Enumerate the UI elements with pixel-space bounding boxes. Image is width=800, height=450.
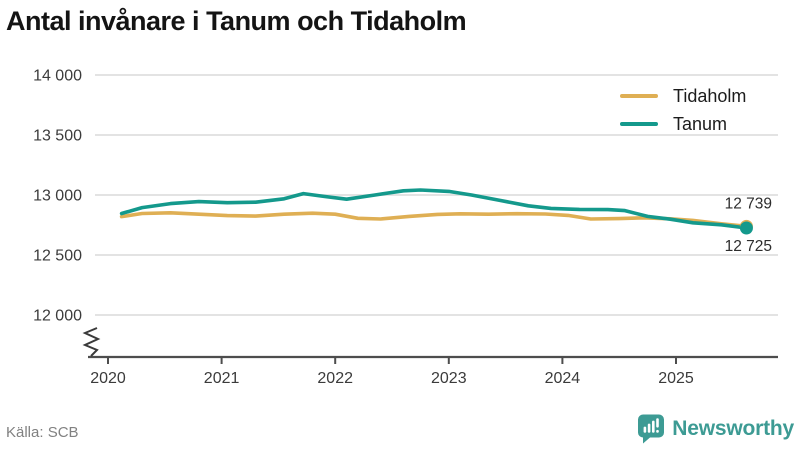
series-line-tidaholm xyxy=(119,211,749,229)
x-tick-label: 2022 xyxy=(317,370,353,387)
y-tick-label: 13 500 xyxy=(33,128,82,145)
tidaholm-line-swatch xyxy=(620,93,658,98)
legend-item-tidaholm: Tidaholm xyxy=(620,83,746,108)
legend-label: Tanum xyxy=(673,113,728,134)
legend-label: Tidaholm xyxy=(673,85,747,106)
y-tick-label: 14 000 xyxy=(33,68,82,85)
series-line-tanum xyxy=(119,188,749,230)
page-title: Antal invånare i Tanum och Tidaholm xyxy=(6,6,467,36)
x-tick-label: 2025 xyxy=(658,370,694,387)
newsworthy-logo: Newsworthy xyxy=(637,414,794,444)
y-tick-label: 13 000 xyxy=(33,188,82,205)
tanum-line-swatch xyxy=(620,121,658,126)
source-note: Källa: SCB xyxy=(6,424,79,441)
series-end-value-tanum: 12 725 xyxy=(725,238,772,255)
x-tick-label: 2023 xyxy=(431,370,467,387)
x-tick-label: 2024 xyxy=(545,370,581,387)
newsworthy-bubble-icon xyxy=(638,414,665,444)
y-tick-label: 12 000 xyxy=(33,308,82,325)
chart-legend: Tidaholm Tanum xyxy=(620,83,746,136)
axis-break-icon xyxy=(82,327,101,357)
series-end-value-tidaholm: 12 739 xyxy=(725,195,772,212)
brand-name: Newsworthy xyxy=(672,417,794,440)
y-tick-label: 12 500 xyxy=(33,248,82,265)
x-tick-label: 2020 xyxy=(90,370,126,387)
x-tick-label: 2021 xyxy=(204,370,240,387)
series-end-dot-tanum xyxy=(739,221,753,235)
legend-item-tanum: Tanum xyxy=(620,111,746,136)
